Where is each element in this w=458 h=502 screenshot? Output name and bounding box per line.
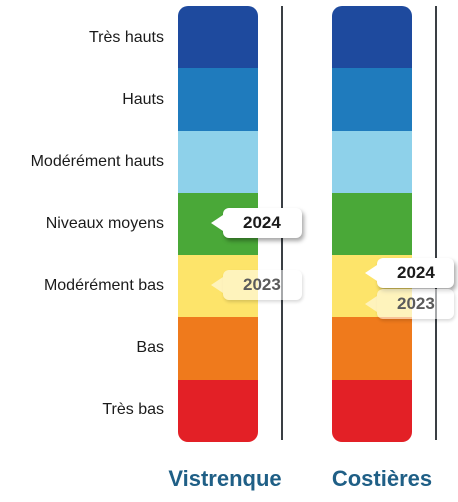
- level-label: Très hauts: [89, 29, 164, 46]
- level-band: [332, 379, 412, 442]
- marker-pointer: [211, 277, 223, 293]
- marker-year: 2024: [243, 213, 281, 232]
- vistrenque-column: [178, 6, 258, 442]
- level-label: Niveaux moyens: [45, 215, 164, 232]
- marker-pointer: [365, 265, 377, 281]
- level-label: Très bas: [102, 401, 164, 418]
- level-band: [178, 130, 258, 193]
- marker-pointer: [211, 215, 223, 231]
- level-label: Hauts: [122, 91, 164, 108]
- vistrenque-marker-2023: 2023: [211, 270, 302, 300]
- level-label: Modérément bas: [43, 277, 164, 294]
- level-label: Modérément hauts: [30, 153, 164, 170]
- level-label: Bas: [136, 339, 164, 356]
- level-band: [332, 68, 412, 131]
- vistrenque-marker-2024: 2024: [211, 208, 302, 238]
- costieres-title: Costières: [331, 466, 433, 491]
- costieres-marker-2024: 2024: [365, 258, 454, 288]
- level-band: [178, 68, 258, 131]
- level-band: [178, 379, 258, 442]
- level-band: [332, 192, 412, 256]
- marker-year: 2023: [397, 294, 435, 313]
- level-band: [332, 130, 412, 193]
- level-band: [332, 317, 412, 380]
- costieres-column: [332, 6, 412, 442]
- level-band: [332, 6, 412, 69]
- costieres-marker-2023: 2023: [365, 289, 454, 319]
- marker-year: 2024: [397, 263, 435, 282]
- vistrenque-title: Vistrenque: [168, 466, 282, 491]
- marker-pointer: [365, 296, 377, 312]
- level-band: [178, 317, 258, 380]
- marker-year: 2023: [243, 275, 281, 294]
- costieres-axis-line: [435, 6, 437, 440]
- level-band: [178, 6, 258, 69]
